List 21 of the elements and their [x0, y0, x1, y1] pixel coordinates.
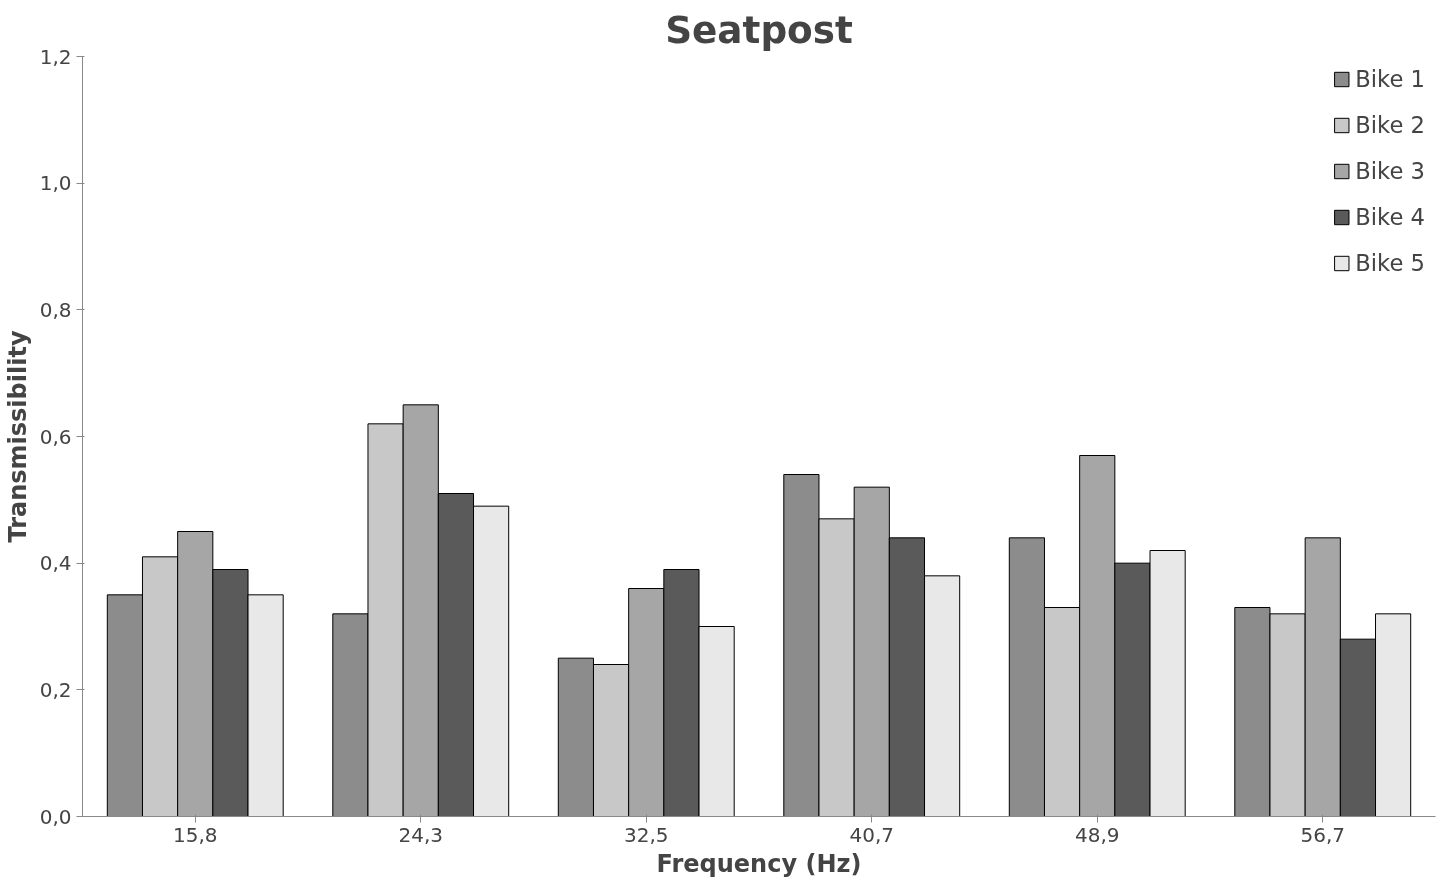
x-tick-label: 32,5: [623, 822, 669, 847]
legend-label: Bike 5: [1355, 250, 1425, 276]
x-tick-label: 56,7: [1300, 822, 1346, 847]
y-tick-label: 1,2: [39, 44, 72, 69]
y-tick-label: 0,6: [39, 424, 72, 449]
chart-title: Seatpost: [665, 7, 853, 52]
y-tick-label: 0,4: [39, 551, 72, 576]
x-tick-label: 15,8: [172, 822, 218, 847]
x-tick-label: 24,3: [398, 822, 444, 847]
legend-label: Bike 2: [1355, 112, 1425, 138]
x-tick-label: 48,9: [1074, 822, 1120, 847]
y-axis-title: Transmissibility: [3, 330, 32, 543]
y-tick-label: 0,0: [39, 804, 72, 829]
y-tick-label: 1,0: [39, 171, 72, 196]
y-tick-label: 0,2: [39, 677, 72, 702]
x-tick-label: 40,7: [849, 822, 895, 847]
legend-label: Bike 4: [1355, 204, 1425, 230]
legend-label: Bike 3: [1355, 158, 1425, 184]
x-axis-title: Frequency (Hz): [656, 849, 862, 878]
legend-label: Bike 1: [1355, 66, 1425, 92]
y-tick-label: 0,8: [39, 297, 72, 322]
